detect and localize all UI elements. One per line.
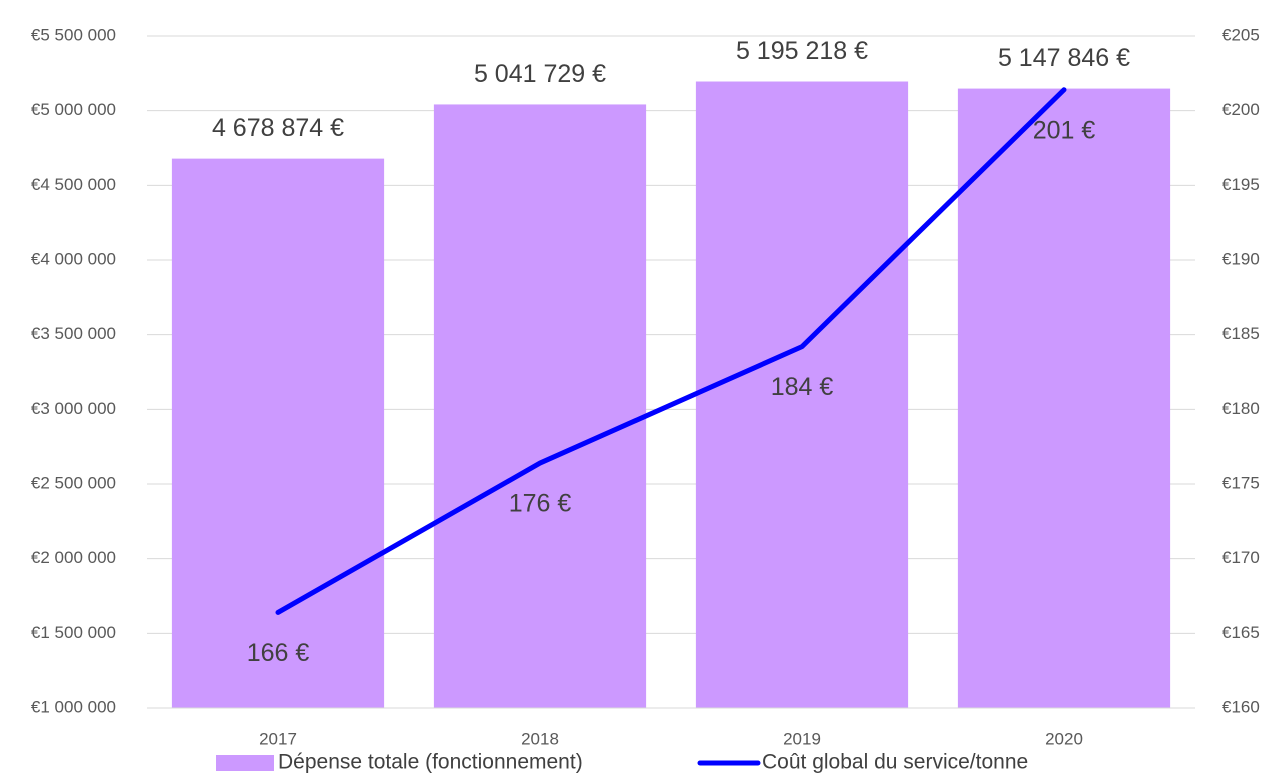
y-tick-label: €5 500 000 xyxy=(31,25,116,44)
bar xyxy=(171,158,385,709)
y2-tick-label: €160 xyxy=(1222,697,1260,716)
legend-label: Dépense totale (fonctionnement) xyxy=(278,751,583,774)
y-tick-label: €1 500 000 xyxy=(31,623,116,642)
y2-tick-label: €195 xyxy=(1222,175,1260,194)
data-label: 176 € xyxy=(509,490,572,518)
data-label: 4 678 874 € xyxy=(212,114,344,142)
data-label: 166 € xyxy=(247,639,310,667)
y2-tick-label: €185 xyxy=(1222,324,1260,343)
y2-tick-label: €170 xyxy=(1222,548,1260,567)
data-label: 201 € xyxy=(1033,116,1096,144)
line xyxy=(275,87,1067,615)
bar xyxy=(695,81,909,709)
y2-tick-label: €200 xyxy=(1222,100,1260,119)
y-tick-label: €3 500 000 xyxy=(31,324,116,343)
y2-tick-label: €190 xyxy=(1222,249,1260,268)
data-label: 5 195 218 € xyxy=(736,37,868,65)
y2-tick-label: €175 xyxy=(1222,473,1260,492)
y2-tick-label: €205 xyxy=(1222,25,1260,44)
data-label: 184 € xyxy=(771,373,834,401)
legend-label: Coût global du service/tonne xyxy=(762,751,1028,774)
y2-tick-label: €180 xyxy=(1222,399,1260,418)
x-tick-label: 2020 xyxy=(1045,729,1083,748)
y-tick-label: €3 000 000 xyxy=(31,399,116,418)
data-label: 5 147 846 € xyxy=(998,44,1130,72)
y-tick-label: €4 500 000 xyxy=(31,175,116,194)
y2-tick-label: €165 xyxy=(1222,623,1260,642)
legend-swatch xyxy=(216,755,274,771)
x-tick-label: 2018 xyxy=(521,729,559,748)
bar xyxy=(433,104,647,709)
x-tick-label: 2017 xyxy=(259,729,297,748)
data-label: 5 041 729 € xyxy=(474,60,606,88)
y-tick-label: €1 000 000 xyxy=(31,697,116,716)
bar xyxy=(957,88,1171,709)
y-tick-label: €5 000 000 xyxy=(31,100,116,119)
y-tick-label: €2 000 000 xyxy=(31,548,116,567)
y-tick-label: €4 000 000 xyxy=(31,249,116,268)
y-tick-label: €2 500 000 xyxy=(31,473,116,492)
x-tick-label: 2019 xyxy=(783,729,821,748)
